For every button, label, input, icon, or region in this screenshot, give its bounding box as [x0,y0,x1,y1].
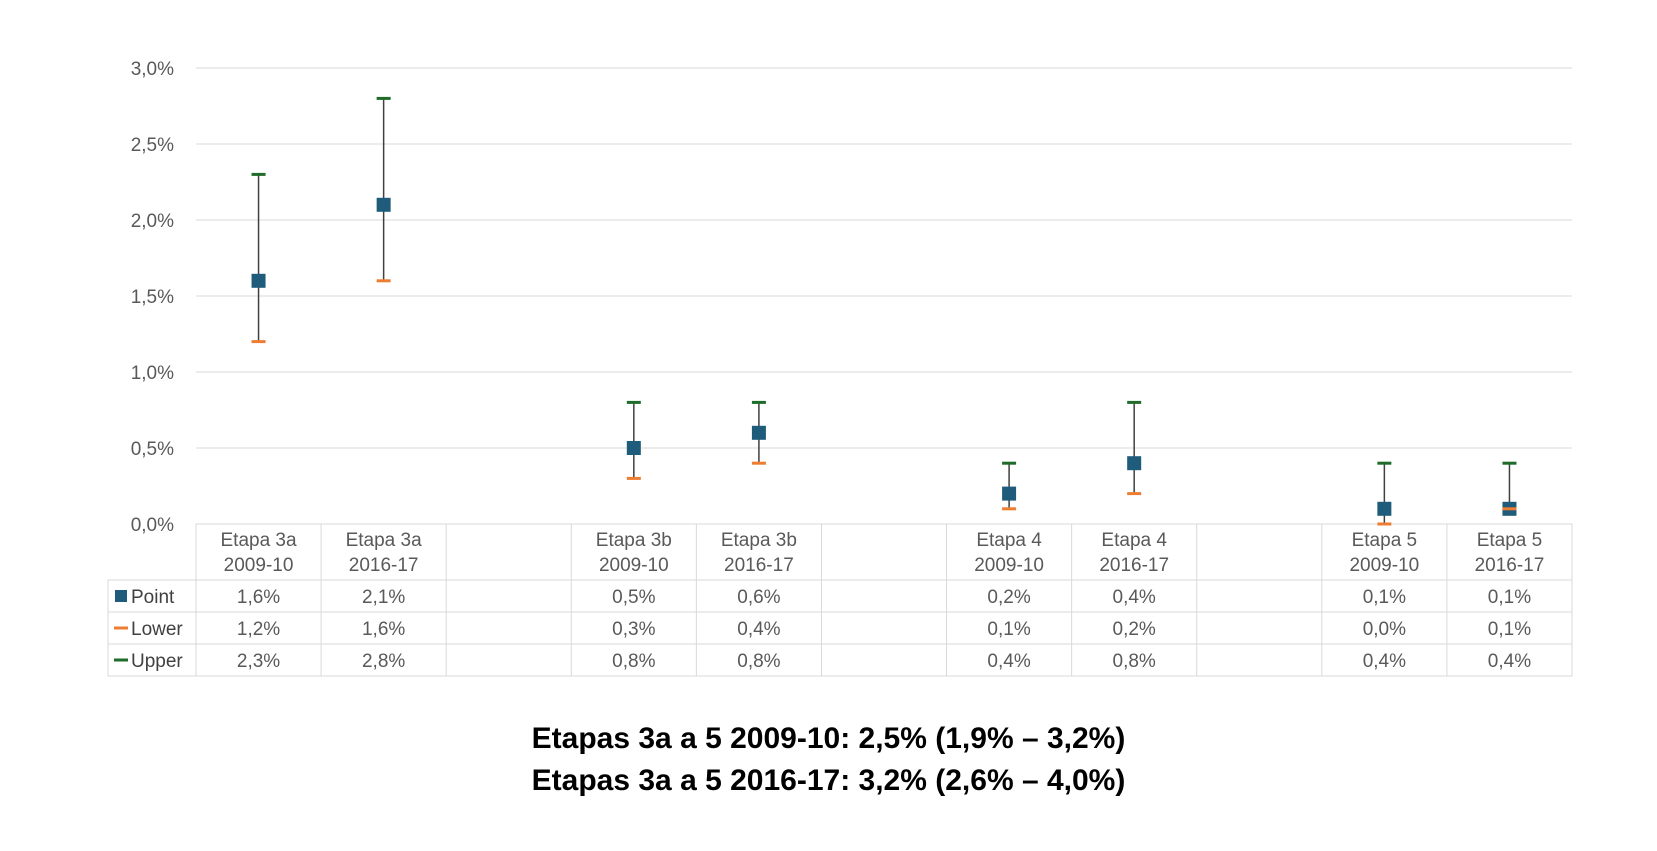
data-label: 0,8% [737,651,780,672]
y-tick-label: 2,0% [131,211,174,232]
category-label: 2016-17 [349,555,419,576]
upper-cap [376,96,391,100]
upper-cap [1127,400,1142,404]
data-label: 0,2% [1113,619,1156,640]
lower-cap [251,340,266,344]
y-tick-label: 1,5% [131,287,174,308]
data-label: 2,3% [237,651,280,672]
data-label: 0,6% [737,587,780,608]
upper-cap [1377,461,1392,465]
data-label: 0,8% [1113,651,1156,672]
data-label: 0,5% [612,587,655,608]
legend-key-lower [114,626,128,630]
category-label: Etapa 4 [976,530,1042,551]
point-marker [1127,456,1142,471]
data-label: 1,2% [237,619,280,640]
data-table: Etapa 3a 2009-10 Etapa 3a 2016-17 Etapa 3b 20… [107,524,1573,677]
data-label: 2,1% [362,587,405,608]
summary-line-2016-17: Etapas 3a a 5 2016-17: 3,2% (2,6% – 4,0%… [531,764,1126,797]
data-label: 0,2% [987,587,1030,608]
data-label: 1,6% [362,619,405,640]
data-label: 0,1% [1488,587,1531,608]
point-marker [251,273,266,288]
lower-cap-overlay [1502,507,1517,511]
error-bars [251,96,1517,526]
upper-cap [626,400,641,404]
lower-cap [1127,492,1142,496]
gridlines [196,67,1572,525]
lower-cap [1002,507,1017,511]
lower-cap [1377,522,1392,526]
point-marker [1377,501,1392,516]
legend-label-point: Point [131,587,175,608]
upper-cap [1002,461,1017,465]
data-label: 0,4% [737,619,780,640]
lower-cap [751,461,766,465]
legend-label-lower: Lower [131,619,183,640]
category-label: 2009-10 [599,555,669,576]
legend-key-upper [114,658,128,662]
category-label: Etapa 3b [596,530,672,551]
upper-cap [1502,461,1517,465]
data-label: 0,4% [1113,587,1156,608]
category-label: 2016-17 [1475,555,1545,576]
y-tick-label: 3,0% [131,59,174,80]
data-label: 0,1% [1363,587,1406,608]
category-label: Etapa 5 [1352,530,1418,551]
category-label: Etapa 3a [346,530,422,551]
data-label: 0,1% [1488,619,1531,640]
category-label: 2016-17 [724,555,794,576]
upper-cap [751,400,766,404]
category-label: Etapa 3a [221,530,297,551]
data-label: 0,8% [612,651,655,672]
category-label: 2009-10 [224,555,294,576]
category-label: Etapa 5 [1477,530,1543,551]
data-label: 0,4% [1488,651,1531,672]
data-label: 0,4% [1363,651,1406,672]
y-tick-label: 1,0% [131,363,174,384]
chart: 0,0% 0,5% 1,0% 1,5% 2,0% 2,5% 3,0% Etapa 3a 200… [107,59,1573,677]
point-marker [376,197,391,212]
data-label: 0,1% [987,619,1030,640]
data-label: 0,3% [612,619,655,640]
data-label: 2,8% [362,651,405,672]
category-label: 2009-10 [1349,555,1419,576]
category-label: Etapa 4 [1101,530,1167,551]
data-label: 0,4% [987,651,1030,672]
category-label: 2016-17 [1099,555,1169,576]
lower-cap [626,476,641,480]
y-tick-label: 0,5% [131,439,174,460]
data-label: 1,6% [237,587,280,608]
category-label: Etapa 3b [721,530,797,551]
lower-cap [376,279,391,283]
y-tick-label: 0,0% [131,515,174,536]
data-label: 0,0% [1363,619,1406,640]
data-markers [251,197,1517,516]
point-marker [626,441,641,455]
point-marker [1002,486,1017,501]
point-marker [751,425,766,440]
legend-key-point [115,590,127,602]
y-tick-label: 2,5% [131,135,174,156]
summary-line-2009-10: Etapas 3a a 5 2009-10: 2,5% (1,9% – 3,2%… [531,722,1126,755]
category-label: 2009-10 [974,555,1044,576]
upper-cap [251,172,266,176]
y-axis: 0,0% 0,5% 1,0% 1,5% 2,0% 2,5% 3,0% [131,59,174,536]
legend-label-upper: Upper [131,651,183,672]
